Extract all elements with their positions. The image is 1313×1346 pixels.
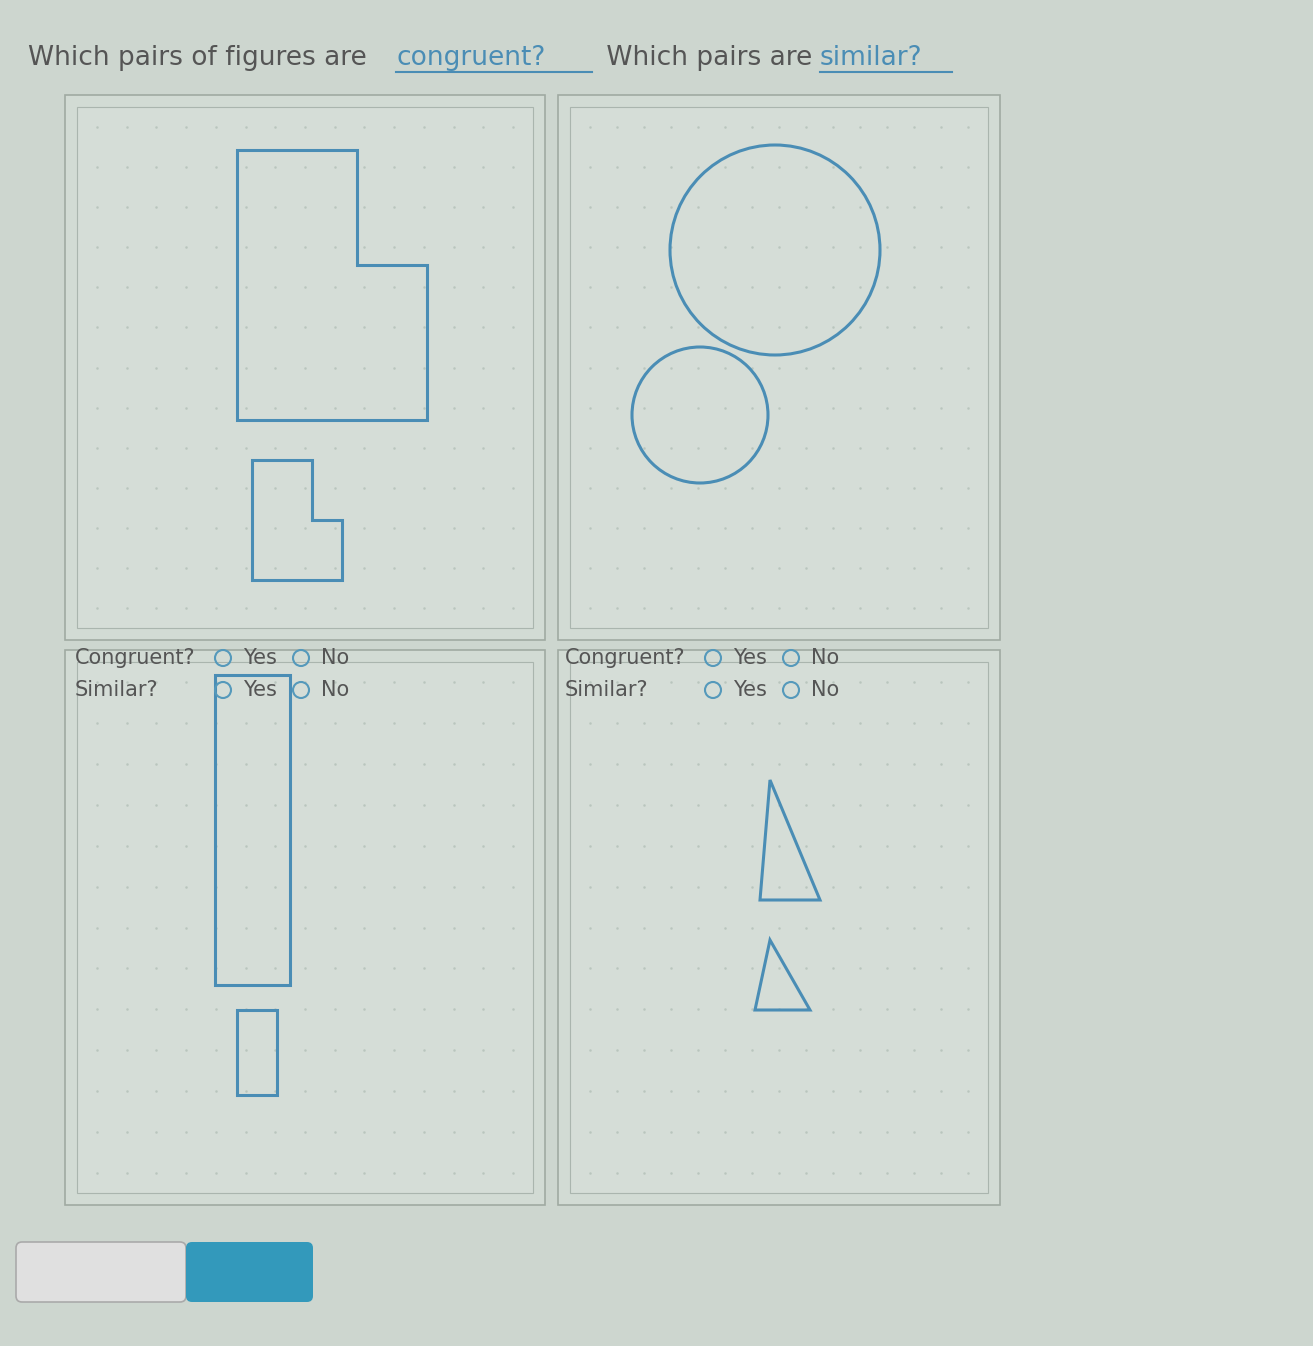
- Text: Congruent?: Congruent?: [565, 647, 685, 668]
- Text: No: No: [811, 680, 839, 700]
- Text: Similar?: Similar?: [75, 680, 159, 700]
- Text: Yes: Yes: [733, 680, 767, 700]
- Text: Which pairs are: Which pairs are: [597, 44, 821, 71]
- FancyBboxPatch shape: [16, 1242, 186, 1302]
- Bar: [77, 106, 533, 629]
- FancyBboxPatch shape: [186, 1242, 312, 1302]
- Text: No: No: [320, 680, 349, 700]
- Text: No: No: [811, 647, 839, 668]
- Text: Yes: Yes: [733, 647, 767, 668]
- Text: Explanation: Explanation: [42, 1263, 160, 1281]
- Bar: [558, 650, 1001, 1205]
- Bar: [570, 106, 987, 629]
- Bar: [558, 96, 1001, 639]
- Bar: [66, 96, 545, 639]
- Text: No: No: [320, 647, 349, 668]
- Text: Check: Check: [215, 1263, 284, 1281]
- Bar: [77, 662, 533, 1193]
- Text: similar?: similar?: [821, 44, 923, 71]
- Text: Congruent?: Congruent?: [75, 647, 196, 668]
- Text: Similar?: Similar?: [565, 680, 649, 700]
- Bar: [66, 650, 545, 1205]
- Bar: [238, 1010, 277, 1096]
- Text: Which pairs of figures are: Which pairs of figures are: [28, 44, 376, 71]
- Bar: [570, 662, 987, 1193]
- Text: Yes: Yes: [243, 680, 277, 700]
- Text: Yes: Yes: [243, 647, 277, 668]
- Bar: [215, 674, 290, 985]
- Text: congruent?: congruent?: [397, 44, 545, 71]
